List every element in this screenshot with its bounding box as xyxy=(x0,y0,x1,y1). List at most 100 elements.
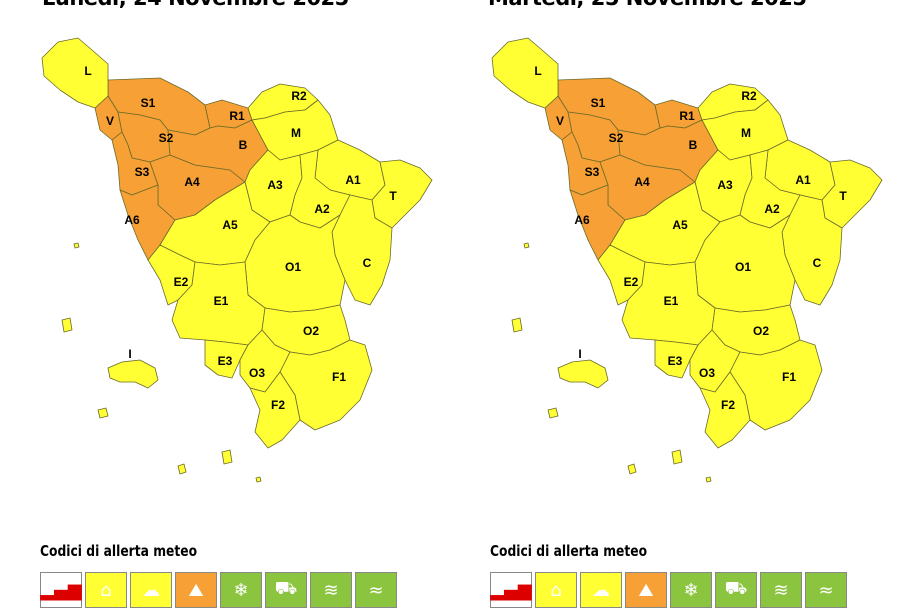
zone-label-a6: A6 xyxy=(574,213,590,227)
zone-label-e2: E2 xyxy=(624,275,639,289)
hydro-risk-icon[interactable]: ⌂ xyxy=(85,572,127,608)
zone-label-m: M xyxy=(741,126,751,140)
zone-label-e3: E3 xyxy=(218,354,233,368)
zone-label-o1: O1 xyxy=(285,260,301,274)
hydro-risk-icon[interactable]: ⌂ xyxy=(535,572,577,608)
zone-label-o2: O2 xyxy=(303,324,319,338)
legend-title: Codici di allerta meteo xyxy=(40,542,198,560)
zone-I-capraia[interactable] xyxy=(511,317,523,333)
zone-labels: L S1 V S2 S3 A4 A6 R1 B R2 M A3 A1 T A2 A5 C O1 E2 E1 O2 I E3 O… xyxy=(534,64,847,412)
zone-label-i: I xyxy=(578,347,581,361)
storm-icon[interactable]: ☁ xyxy=(130,572,172,608)
zone-label-o3: O3 xyxy=(249,366,265,380)
sea-storm-icon[interactable]: ≈ xyxy=(805,572,847,608)
zone-T[interactable] xyxy=(821,159,883,229)
zone-label-v: V xyxy=(556,114,564,128)
zone-label-o3: O3 xyxy=(699,366,715,380)
alert-level-icon[interactable]: ▂▄▆ xyxy=(490,572,532,608)
legend-title: Codici di allerta meteo xyxy=(490,542,648,560)
zone-label-s3: S3 xyxy=(135,165,150,179)
wind-icon[interactable]: ≋ xyxy=(310,572,352,608)
zone-label-f2: F2 xyxy=(271,398,285,412)
zone-label-a6: A6 xyxy=(124,213,140,227)
sea-storm-icon[interactable]: ≈ xyxy=(355,572,397,608)
date-title: Lunedì, 24 Novembre 2025 xyxy=(42,0,349,10)
zone-label-t: T xyxy=(389,189,397,203)
zone-label-s1: S1 xyxy=(591,96,606,110)
legend-icons: ▂▄▆ ⌂ ☁ ⛰ ❄ ⛟ ≋ ≈ xyxy=(490,572,847,608)
zone-I-pianosa[interactable] xyxy=(547,407,559,419)
tuscany-alert-map: L S1 V S2 S3 A4 A6 R1 B R2 M A3 A1 T A2 A5 C O1 E2 E1 O2 I E3 O… xyxy=(41,37,433,483)
zone-label-a1: A1 xyxy=(345,173,361,187)
zone-label-l: L xyxy=(84,64,91,78)
zone-I-giannutri[interactable] xyxy=(255,476,262,483)
zone-label-v: V xyxy=(106,114,114,128)
zone-I-montecristo[interactable] xyxy=(627,463,637,475)
zone-label-r1: R1 xyxy=(229,109,245,123)
hydrogeo-risk-icon[interactable]: ⛰ xyxy=(175,572,217,608)
snow-icon[interactable]: ❄ xyxy=(670,572,712,608)
zone-L[interactable] xyxy=(491,37,559,109)
zone-I-gorgona[interactable] xyxy=(73,242,80,249)
zone-F2[interactable] xyxy=(249,371,301,449)
zone-labels: L S1 V S2 S3 A4 A6 R1 B R2 M A3 A1 T A2 A5 C O1 E2 E1 O2 I E3 O… xyxy=(84,64,397,412)
zone-label-o1: O1 xyxy=(735,260,751,274)
zone-label-l: L xyxy=(534,64,541,78)
zone-I-montecristo[interactable] xyxy=(177,463,187,475)
zone-label-a5: A5 xyxy=(222,218,238,232)
zone-T[interactable] xyxy=(371,159,433,229)
zone-label-r1: R1 xyxy=(679,109,695,123)
zone-E3[interactable] xyxy=(204,339,249,379)
zone-label-a4: A4 xyxy=(184,175,200,189)
date-title: Martedì, 25 Novembre 2025 xyxy=(488,0,807,10)
snow-icon[interactable]: ❄ xyxy=(220,572,262,608)
zone-label-b: B xyxy=(689,138,698,152)
zone-label-i: I xyxy=(128,347,131,361)
zone-label-s1: S1 xyxy=(141,96,156,110)
zone-label-a4: A4 xyxy=(634,175,650,189)
zone-label-r2: R2 xyxy=(741,89,757,103)
zone-I-capraia[interactable] xyxy=(61,317,73,333)
zone-label-o2: O2 xyxy=(753,324,769,338)
storm-icon[interactable]: ☁ xyxy=(580,572,622,608)
zone-label-b: B xyxy=(239,138,248,152)
zone-label-s2: S2 xyxy=(609,131,624,145)
zone-label-a5: A5 xyxy=(672,218,688,232)
zone-label-e1: E1 xyxy=(664,294,679,308)
zone-F2[interactable] xyxy=(699,371,751,449)
zone-label-s2: S2 xyxy=(159,131,174,145)
zone-I-gorgona[interactable] xyxy=(523,242,530,249)
zone-label-f2: F2 xyxy=(721,398,735,412)
zone-label-e2: E2 xyxy=(174,275,189,289)
wind-icon[interactable]: ≋ xyxy=(760,572,802,608)
zone-label-f1: F1 xyxy=(782,370,796,384)
zone-label-a3: A3 xyxy=(717,178,733,192)
zone-label-a2: A2 xyxy=(314,202,330,216)
zone-label-t: T xyxy=(839,189,847,203)
zone-label-a1: A1 xyxy=(795,173,811,187)
zone-label-e3: E3 xyxy=(668,354,683,368)
zone-label-a2: A2 xyxy=(764,202,780,216)
ice-icon[interactable]: ⛟ xyxy=(715,572,757,608)
alert-level-icon[interactable]: ▂▄▆ xyxy=(40,572,82,608)
zone-E3[interactable] xyxy=(654,339,699,379)
zone-label-m: M xyxy=(291,126,301,140)
zone-I-giannutri[interactable] xyxy=(705,476,712,483)
zone-I-elba[interactable] xyxy=(107,359,159,389)
legend-icons: ▂▄▆ ⌂ ☁ ⛰ ❄ ⛟ ≋ ≈ xyxy=(40,572,397,608)
zone-label-e1: E1 xyxy=(214,294,229,308)
zone-I-giglio[interactable] xyxy=(671,449,683,465)
zone-label-f1: F1 xyxy=(332,370,346,384)
tuscany-alert-map: L S1 V S2 S3 A4 A6 R1 B R2 M A3 A1 T A2 A5 C O1 E2 E1 O2 I E3 O… xyxy=(491,37,883,483)
alert-panel-1: Lunedì, 24 Novembre 2025 xyxy=(0,0,450,608)
zone-label-a3: A3 xyxy=(267,178,283,192)
zone-I-giglio[interactable] xyxy=(221,449,233,465)
zone-I-pianosa[interactable] xyxy=(97,407,109,419)
hydrogeo-risk-icon[interactable]: ⛰ xyxy=(625,572,667,608)
zone-label-c: C xyxy=(363,256,372,270)
zone-label-c: C xyxy=(813,256,822,270)
zone-label-r2: R2 xyxy=(291,89,307,103)
ice-icon[interactable]: ⛟ xyxy=(265,572,307,608)
zone-I-elba[interactable] xyxy=(557,359,609,389)
zone-L[interactable] xyxy=(41,37,109,109)
